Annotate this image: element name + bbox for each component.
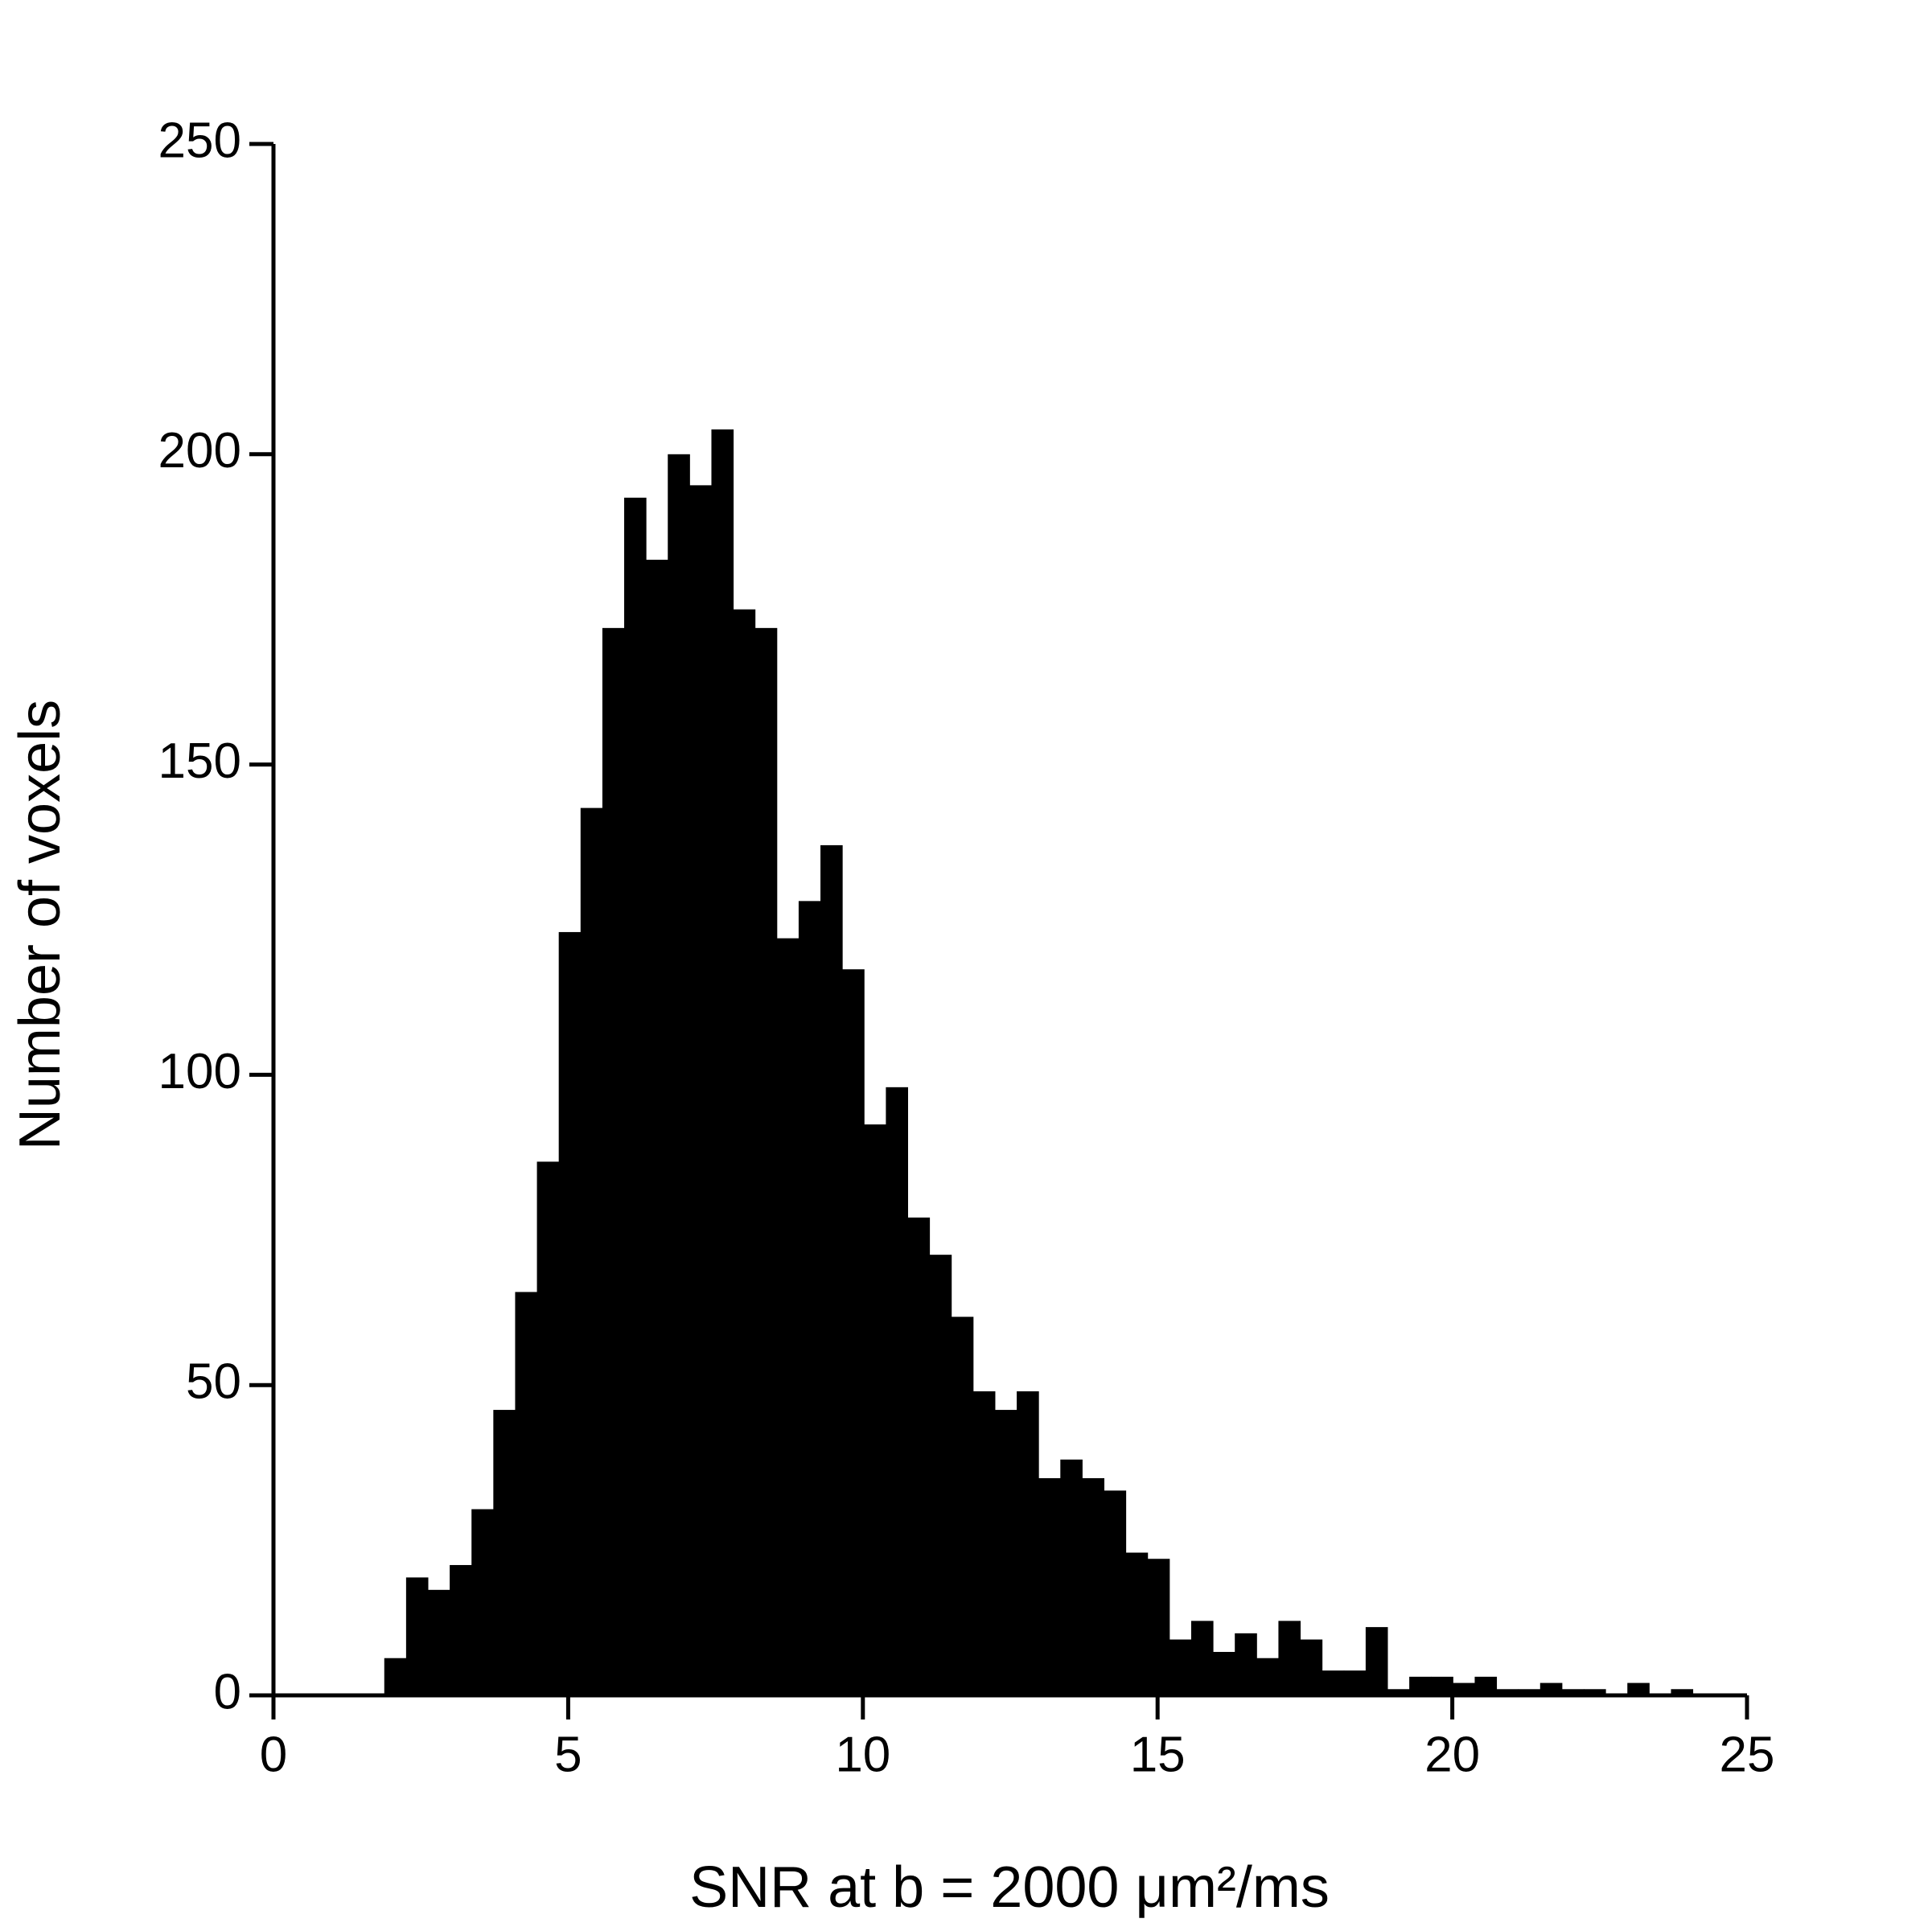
bar (515, 1292, 538, 1695)
bar (1474, 1676, 1498, 1695)
bar (1518, 1689, 1541, 1695)
bar (994, 1410, 1017, 1695)
bar (1387, 1689, 1410, 1695)
bar (711, 429, 734, 1695)
y-tick-label: 0 (214, 1664, 241, 1719)
bar (1409, 1676, 1432, 1695)
bar (951, 1317, 974, 1695)
y-tick-label: 100 (158, 1044, 241, 1099)
bar (1147, 1559, 1170, 1695)
x-tick-label: 10 (835, 1727, 890, 1782)
x-tick-label: 25 (1720, 1727, 1775, 1782)
bar (668, 454, 690, 1695)
bar (558, 931, 582, 1695)
bar (1671, 1689, 1694, 1695)
bar (536, 1161, 560, 1695)
bar (1627, 1682, 1650, 1695)
bar (471, 1509, 494, 1695)
bar (1453, 1682, 1475, 1695)
bar (886, 1087, 908, 1695)
bar (1060, 1459, 1083, 1695)
bar (1278, 1621, 1301, 1695)
bar (1431, 1676, 1453, 1695)
bar (1190, 1621, 1214, 1695)
bar (384, 1658, 407, 1695)
x-tick-label: 15 (1130, 1727, 1186, 1782)
bar (1496, 1689, 1519, 1695)
bar (907, 1217, 931, 1695)
x-tick-label: 20 (1424, 1727, 1480, 1782)
bar (1082, 1477, 1105, 1695)
bar (1017, 1391, 1039, 1695)
bar (405, 1577, 429, 1695)
bar (646, 559, 668, 1696)
bar (450, 1564, 472, 1695)
bar (427, 1589, 450, 1695)
bar (1539, 1682, 1563, 1695)
bar (689, 485, 712, 1695)
y-tick-label: 250 (158, 113, 241, 168)
y-tick-label: 200 (158, 423, 241, 479)
bar (1235, 1633, 1257, 1695)
x-axis-label: SNR at b = 2000 μm²/ms (689, 1855, 1330, 1920)
bar (776, 938, 800, 1695)
bar (1300, 1639, 1323, 1695)
bar (1322, 1670, 1345, 1695)
y-tick-label: 150 (158, 733, 241, 789)
bar (754, 627, 778, 1695)
bar (1561, 1689, 1585, 1695)
y-axis-label: Number of voxels (8, 700, 72, 1150)
bar (1038, 1477, 1061, 1695)
bar (1584, 1689, 1606, 1695)
bar (1104, 1490, 1127, 1695)
bar (820, 844, 843, 1695)
bar (580, 807, 603, 1695)
bar (864, 1124, 886, 1695)
x-tick-label: 5 (554, 1727, 582, 1782)
bar (929, 1255, 952, 1695)
bar (972, 1391, 996, 1695)
bar (1213, 1651, 1235, 1695)
y-tick-label: 50 (186, 1354, 241, 1410)
bar (1343, 1670, 1367, 1695)
bar (1125, 1552, 1149, 1695)
bar (493, 1410, 516, 1695)
bar (1365, 1627, 1388, 1695)
bar (842, 969, 865, 1695)
x-tick-label: 0 (260, 1727, 287, 1782)
bar (602, 627, 625, 1695)
bar (624, 497, 647, 1695)
bar (1256, 1658, 1279, 1695)
bar (733, 609, 756, 1696)
bar (1169, 1639, 1192, 1695)
bar (798, 901, 821, 1695)
